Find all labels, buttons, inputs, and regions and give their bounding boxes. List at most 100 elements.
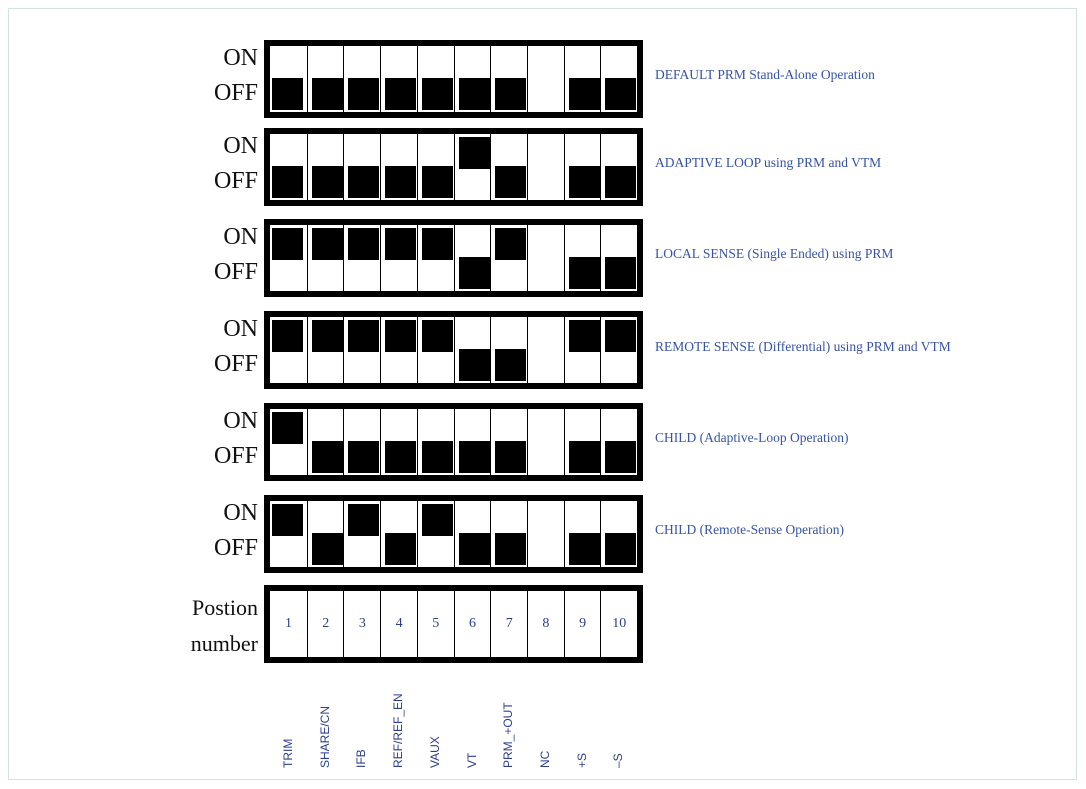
position-number: 3 (343, 591, 380, 657)
switch-knob-on (421, 320, 453, 352)
switch-knob-off (568, 78, 600, 110)
switch-position (306, 46, 344, 112)
switch-position (453, 501, 491, 567)
off-label: OFF (213, 443, 258, 469)
switch-position (416, 501, 454, 567)
switch-knob-off (311, 441, 343, 473)
switch-position (416, 409, 454, 475)
switch-position (343, 317, 380, 383)
switch-knob-on (311, 320, 343, 352)
config-row: ON OFF CHILD (Remote-Sense Operation) (0, 495, 1086, 573)
switch-knob-off (385, 441, 417, 473)
switch-position (526, 134, 564, 200)
off-label: OFF (213, 168, 258, 194)
config-description: REMOTE SENSE (Differential) using PRM an… (655, 339, 951, 354)
position-number: 10 (600, 591, 637, 657)
pin-name-text: SHARE/CN (317, 705, 332, 768)
pin-name-text: NC (537, 750, 552, 768)
off-label: OFF (213, 259, 258, 285)
pin-name: REF/REF_EN (388, 676, 408, 768)
switch-knob-on (272, 412, 303, 444)
switch-position (490, 317, 527, 383)
on-label: ON (223, 45, 258, 71)
switch-knob-off (385, 78, 417, 110)
dip-switch-box (264, 128, 643, 206)
switch-position (306, 225, 344, 291)
position-label-line2: number (190, 631, 258, 656)
pin-name-text: VAUX (427, 736, 442, 768)
switch-position (490, 501, 527, 567)
switch-position (343, 134, 380, 200)
position-number: 4 (380, 591, 417, 657)
switch-position (416, 46, 454, 112)
switch-knob-off (568, 257, 600, 289)
switch-knob-off (605, 441, 637, 473)
switch-knob-off (348, 441, 380, 473)
dip-switch-box (264, 40, 643, 118)
switch-knob-on (605, 320, 637, 352)
switch-knob-on (421, 228, 453, 260)
switch-knob-off (421, 166, 453, 198)
switch-knob-off (421, 78, 453, 110)
config-row: ON OFF LOCAL SENSE (Single Ended) using PR… (0, 219, 1086, 297)
on-label: ON (223, 316, 258, 342)
switch-knob-on (348, 320, 380, 352)
dip-switch-box (264, 311, 643, 389)
switch-knob-off (458, 441, 490, 473)
switch-knob-off (458, 78, 490, 110)
dip-switch-box (264, 219, 643, 297)
switch-position (416, 225, 454, 291)
switch-knob-off (495, 533, 527, 565)
switch-position (380, 317, 417, 383)
position-number: 9 (563, 591, 601, 657)
switch-knob-off (311, 166, 343, 198)
switch-position (490, 409, 527, 475)
switch-knob-off (495, 441, 527, 473)
on-label: ON (223, 224, 258, 250)
switch-position (270, 134, 307, 200)
config-description: CHILD (Adaptive-Loop Operation) (655, 430, 849, 445)
switch-knob-on (348, 504, 380, 536)
switch-position (563, 501, 601, 567)
switch-position (453, 134, 491, 200)
switch-position (380, 225, 417, 291)
position-number: 5 (416, 591, 454, 657)
switch-knob-off (458, 349, 490, 381)
switch-position (563, 46, 601, 112)
position-number: 7 (490, 591, 527, 657)
switch-position (306, 134, 344, 200)
switch-knob-off (348, 166, 380, 198)
switch-knob-off (568, 441, 600, 473)
switch-position (306, 317, 344, 383)
switch-knob-off (605, 533, 637, 565)
switch-knob-on (421, 504, 453, 536)
switch-position (600, 409, 637, 475)
switch-knob-off (348, 78, 380, 110)
config-description: CHILD (Remote-Sense Operation) (655, 522, 844, 537)
switch-knob-off (605, 78, 637, 110)
pin-name: SHARE/CN (315, 676, 335, 768)
switch-knob-off (495, 166, 527, 198)
switch-knob-on (272, 228, 303, 260)
switch-knob-on (495, 228, 527, 260)
switch-knob-off (605, 166, 637, 198)
pin-name-text: IFB (354, 749, 369, 768)
config-description: DEFAULT PRM Stand-Alone Operation (655, 67, 875, 82)
config-description: LOCAL SENSE (Single Ended) using PRM (655, 246, 894, 261)
off-label: OFF (213, 535, 258, 561)
switch-position (600, 46, 637, 112)
switch-position (380, 501, 417, 567)
position-number: 2 (306, 591, 344, 657)
switch-position (343, 225, 380, 291)
pin-name: –S (608, 676, 628, 768)
position-number-box: 1 2 3 4 5 6 7 8 9 10 (264, 585, 643, 663)
on-label: ON (223, 408, 258, 434)
pin-name: VAUX (425, 676, 445, 768)
pin-name: PRM_+OUT (498, 676, 518, 768)
switch-position (380, 46, 417, 112)
switch-position (270, 409, 307, 475)
switch-knob-on (272, 504, 303, 536)
config-row: ON OFF ADAPTIVE LOOP using PRM and VTM (0, 128, 1086, 206)
pin-name-text: PRM_+OUT (501, 702, 516, 768)
switch-knob-off (272, 166, 303, 198)
